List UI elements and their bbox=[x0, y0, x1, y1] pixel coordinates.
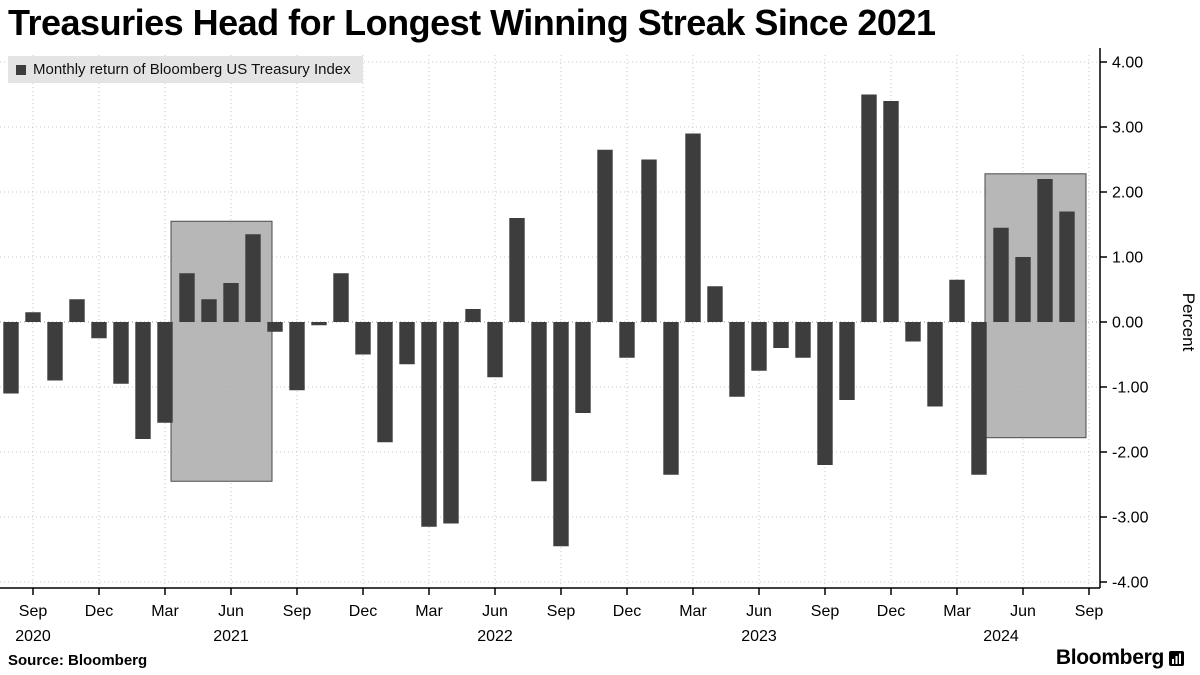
bar-jun-2024 bbox=[1015, 257, 1031, 322]
x-tick-label: Sep bbox=[811, 603, 840, 620]
y-tick-label: 0.00 bbox=[1112, 315, 1143, 332]
bar-jan-2024 bbox=[905, 322, 921, 342]
bar-oct-2022 bbox=[575, 322, 591, 413]
bar-feb-2022 bbox=[399, 322, 415, 365]
year-label: 2024 bbox=[983, 628, 1019, 645]
y-tick-label: 4.00 bbox=[1112, 55, 1143, 72]
bar-nov-2021 bbox=[333, 273, 349, 322]
bar-aug-2023 bbox=[795, 322, 811, 358]
bar-jan-2023 bbox=[641, 159, 657, 322]
bar-jul-2022 bbox=[509, 218, 525, 322]
x-tick-label: Jun bbox=[1010, 603, 1036, 620]
bar-jun-2023 bbox=[751, 322, 767, 371]
bar-oct-2021 bbox=[311, 322, 327, 326]
bar-feb-2021 bbox=[135, 322, 151, 439]
legend-label: Monthly return of Bloomberg US Treasury … bbox=[33, 61, 351, 78]
y-tick-label: -3.00 bbox=[1112, 510, 1149, 527]
x-tick-label: Jun bbox=[218, 603, 244, 620]
x-tick-label: Sep bbox=[547, 603, 576, 620]
bar-sep-2020 bbox=[25, 312, 41, 322]
x-tick-label: Jun bbox=[482, 603, 508, 620]
bar-jan-2021 bbox=[113, 322, 129, 384]
bar-jun-2022 bbox=[487, 322, 503, 378]
year-label: 2023 bbox=[741, 628, 777, 645]
bloomberg-chart-icon bbox=[1169, 650, 1184, 666]
chart-title: Treasuries Head for Longest Winning Stre… bbox=[8, 2, 936, 43]
bar-oct-2020 bbox=[47, 322, 63, 381]
bar-sep-2023 bbox=[817, 322, 833, 465]
x-tick-label: Dec bbox=[85, 603, 113, 620]
bar-jun-2021 bbox=[223, 283, 239, 322]
bar-jul-2024 bbox=[1037, 179, 1053, 322]
bar-mar-2023 bbox=[685, 133, 701, 322]
bar-apr-2022 bbox=[443, 322, 459, 524]
bar-jan-2022 bbox=[377, 322, 393, 443]
bar-nov-2022 bbox=[597, 149, 613, 322]
bloomberg-wordmark: Bloomberg bbox=[1055, 646, 1164, 669]
x-tick-label: Dec bbox=[349, 603, 377, 620]
bar-oct-2023 bbox=[839, 322, 855, 400]
y-tick-label: -4.00 bbox=[1112, 575, 1149, 592]
bar-mar-2022 bbox=[421, 322, 437, 527]
bar-aug-2020 bbox=[3, 322, 19, 394]
x-tick-label: Sep bbox=[283, 603, 312, 620]
year-label: 2020 bbox=[15, 628, 51, 645]
x-tick-label: Mar bbox=[151, 603, 179, 620]
x-tick-label: Sep bbox=[1075, 603, 1104, 620]
y-tick-label: -1.00 bbox=[1112, 380, 1149, 397]
bar-dec-2023 bbox=[883, 101, 899, 322]
bar-apr-2024 bbox=[971, 322, 987, 475]
x-tick-label: Jun bbox=[746, 603, 772, 620]
source-note: Source: Bloomberg bbox=[8, 652, 148, 669]
bar-nov-2023 bbox=[861, 94, 877, 322]
bar-feb-2024 bbox=[927, 322, 943, 407]
bar-jul-2023 bbox=[773, 322, 789, 348]
bar-sep-2022 bbox=[553, 322, 569, 547]
year-label: 2022 bbox=[477, 628, 513, 645]
bar-apr-2023 bbox=[707, 286, 723, 322]
x-tick-label: Dec bbox=[613, 603, 641, 620]
bloomberg-logo: Bloomberg bbox=[1056, 646, 1184, 670]
bar-nov-2020 bbox=[69, 299, 85, 322]
x-tick-label: Mar bbox=[415, 603, 443, 620]
bar-jul-2021 bbox=[245, 234, 261, 322]
legend-swatch-icon bbox=[16, 64, 26, 75]
bar-mar-2021 bbox=[157, 322, 173, 423]
y-tick-label: 2.00 bbox=[1112, 185, 1143, 202]
bar-may-2022 bbox=[465, 309, 481, 322]
x-tick-label: Dec bbox=[877, 603, 905, 620]
bar-aug-2024 bbox=[1059, 211, 1075, 322]
bar-feb-2023 bbox=[663, 322, 679, 475]
bar-dec-2021 bbox=[355, 322, 371, 355]
bar-dec-2020 bbox=[91, 322, 107, 339]
bar-may-2021 bbox=[201, 299, 217, 322]
bar-mar-2024 bbox=[949, 279, 965, 322]
bar-apr-2021 bbox=[179, 273, 195, 322]
bar-may-2024 bbox=[993, 227, 1009, 322]
y-tick-label: -2.00 bbox=[1112, 445, 1149, 462]
year-label: 2021 bbox=[213, 628, 249, 645]
bar-aug-2022 bbox=[531, 322, 547, 482]
x-tick-label: Mar bbox=[679, 603, 707, 620]
legend: Monthly return of Bloomberg US Treasury … bbox=[8, 56, 363, 83]
y-tick-label: 1.00 bbox=[1112, 250, 1143, 267]
x-tick-label: Mar bbox=[943, 603, 971, 620]
bar-dec-2022 bbox=[619, 322, 635, 358]
bar-sep-2021 bbox=[289, 322, 305, 391]
bar-may-2023 bbox=[729, 322, 745, 397]
x-tick-label: Sep bbox=[19, 603, 48, 620]
y-axis-title: Percent bbox=[1179, 293, 1198, 352]
y-tick-label: 3.00 bbox=[1112, 120, 1143, 137]
bar-aug-2021 bbox=[267, 322, 283, 332]
